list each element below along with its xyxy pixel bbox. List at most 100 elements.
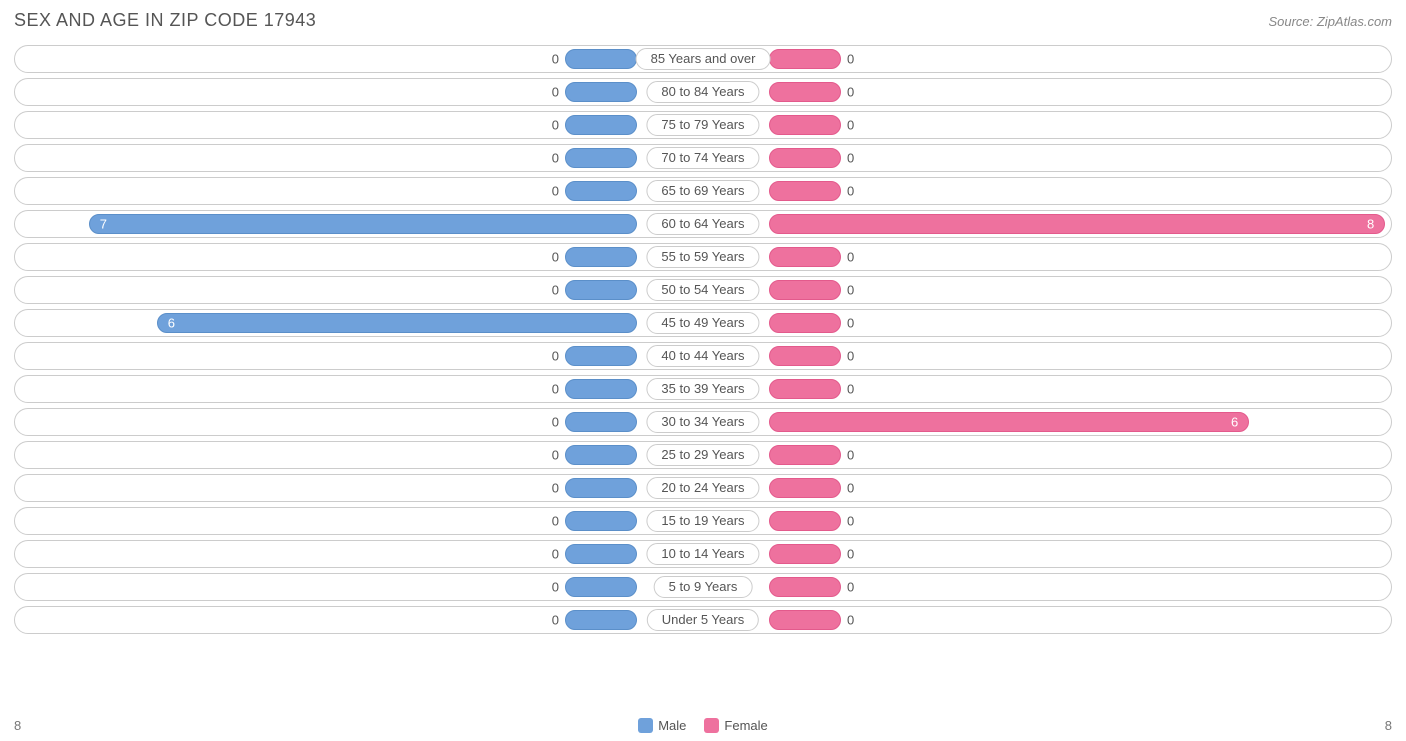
- male-bar: [565, 247, 637, 267]
- legend-label-female: Female: [724, 718, 767, 733]
- male-value: 0: [552, 382, 559, 397]
- female-value: 0: [847, 283, 854, 298]
- female-value: 8: [1367, 217, 1374, 232]
- pyramid-row: 80 to 84 Years 0 0: [14, 78, 1392, 106]
- male-value: 0: [552, 514, 559, 529]
- pyramid-row: 10 to 14 Years 0 0: [14, 540, 1392, 568]
- male-value: 0: [552, 283, 559, 298]
- female-bar: [769, 82, 841, 102]
- pyramid-row: 75 to 79 Years 0 0: [14, 111, 1392, 139]
- female-bar: [769, 49, 841, 69]
- male-value: 0: [552, 448, 559, 463]
- legend-label-male: Male: [658, 718, 686, 733]
- female-value: 0: [847, 250, 854, 265]
- age-range-label: 30 to 34 Years: [646, 411, 759, 433]
- age-range-label: 45 to 49 Years: [646, 312, 759, 334]
- age-range-label: 55 to 59 Years: [646, 246, 759, 268]
- axis-right-max: 8: [1385, 718, 1392, 733]
- legend: Male Female: [638, 718, 768, 733]
- population-pyramid-chart: 85 Years and over0080 to 84 Years0075 to…: [14, 45, 1392, 710]
- pyramid-row: 65 to 69 Years 0 0: [14, 177, 1392, 205]
- pyramid-row: 15 to 19 Years00: [14, 507, 1392, 535]
- male-value: 0: [552, 250, 559, 265]
- male-bar: [89, 214, 637, 234]
- female-bar: [769, 280, 841, 300]
- female-value: 0: [847, 613, 854, 628]
- pyramid-row: 85 Years and over00: [14, 45, 1392, 73]
- age-range-label: 75 to 79 Years: [646, 114, 759, 136]
- female-value: 0: [847, 448, 854, 463]
- female-bar: [769, 148, 841, 168]
- male-bar: [565, 445, 637, 465]
- male-bar: [565, 346, 637, 366]
- female-bar: [769, 313, 841, 333]
- female-value: 0: [847, 85, 854, 100]
- female-bar: [769, 511, 841, 531]
- pyramid-row: 55 to 59 Years 0 0: [14, 243, 1392, 271]
- pyramid-row: 60 to 64 Years78: [14, 210, 1392, 238]
- pyramid-row: 45 to 49 Years 6 0: [14, 309, 1392, 337]
- female-value: 0: [847, 184, 854, 199]
- pyramid-row: 70 to 74 Years 0 0: [14, 144, 1392, 172]
- age-range-label: 50 to 54 Years: [646, 279, 759, 301]
- female-value: 0: [847, 151, 854, 166]
- chart-header: SEX AND AGE IN ZIP CODE 17943 Source: Zi…: [14, 10, 1392, 31]
- pyramid-row: 50 to 54 Years 0 0: [14, 276, 1392, 304]
- female-value: 0: [847, 514, 854, 529]
- female-bar: [769, 346, 841, 366]
- male-bar: [565, 412, 637, 432]
- male-value: 0: [552, 481, 559, 496]
- female-value: 0: [847, 580, 854, 595]
- female-bar: [769, 412, 1249, 432]
- legend-item-female: Female: [704, 718, 767, 733]
- female-value: 0: [847, 547, 854, 562]
- age-range-label: 35 to 39 Years: [646, 378, 759, 400]
- age-range-label: 25 to 29 Years: [646, 444, 759, 466]
- male-bar: [565, 115, 637, 135]
- age-range-label: 65 to 69 Years: [646, 180, 759, 202]
- male-bar: [565, 544, 637, 564]
- age-range-label: Under 5 Years: [647, 609, 759, 631]
- age-range-label: 80 to 84 Years: [646, 81, 759, 103]
- female-value: 0: [847, 316, 854, 331]
- pyramid-row: 35 to 39 Years 0 0: [14, 375, 1392, 403]
- male-value: 0: [552, 151, 559, 166]
- age-range-label: 70 to 74 Years: [646, 147, 759, 169]
- male-bar: [565, 280, 637, 300]
- male-value: 0: [552, 547, 559, 562]
- female-bar: [769, 247, 841, 267]
- male-value: 7: [100, 217, 107, 232]
- legend-swatch-female: [704, 718, 719, 733]
- female-value: 0: [847, 382, 854, 397]
- pyramid-row: 5 to 9 Years 0 0: [14, 573, 1392, 601]
- male-value: 0: [552, 580, 559, 595]
- female-value: 0: [847, 349, 854, 364]
- age-range-label: 85 Years and over: [636, 48, 771, 70]
- age-range-label: 5 to 9 Years: [654, 576, 753, 598]
- female-bar: [769, 544, 841, 564]
- male-value: 0: [552, 85, 559, 100]
- male-bar: [565, 478, 637, 498]
- female-value: 0: [847, 118, 854, 133]
- male-value: 0: [552, 349, 559, 364]
- male-bar: [565, 577, 637, 597]
- male-value: 0: [552, 184, 559, 199]
- pyramid-row: 25 to 29 Years 0 0: [14, 441, 1392, 469]
- pyramid-row: Under 5 Years00: [14, 606, 1392, 634]
- female-bar: [769, 115, 841, 135]
- male-bar: [565, 511, 637, 531]
- male-bar: [565, 181, 637, 201]
- male-value: 6: [168, 316, 175, 331]
- chart-source: Source: ZipAtlas.com: [1268, 14, 1392, 29]
- chart-title: SEX AND AGE IN ZIP CODE 17943: [14, 10, 316, 31]
- pyramid-row: 40 to 44 Years 0 0: [14, 342, 1392, 370]
- female-value: 0: [847, 481, 854, 496]
- male-bar: [565, 610, 637, 630]
- age-range-label: 10 to 14 Years: [646, 543, 759, 565]
- age-range-label: 40 to 44 Years: [646, 345, 759, 367]
- female-bar: [769, 181, 841, 201]
- male-value: 0: [552, 118, 559, 133]
- male-bar: [565, 49, 637, 69]
- female-bar: [769, 577, 841, 597]
- male-bar: [565, 82, 637, 102]
